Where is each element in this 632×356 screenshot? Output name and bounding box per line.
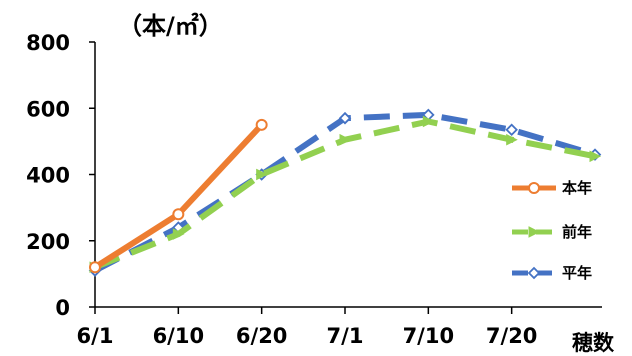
y-axis-ticks: 0 200 400 600 800 xyxy=(26,31,95,320)
data-point xyxy=(256,168,268,181)
data-point xyxy=(172,228,185,240)
x-tick-label: 6/10 xyxy=(153,324,205,348)
series-3 xyxy=(88,108,602,277)
x-axis-ticks: 6/1 6/10 6/20 7/1 7/10 7/20 xyxy=(77,307,538,348)
data-point xyxy=(505,123,518,137)
data-point xyxy=(589,150,602,163)
legend-marker xyxy=(528,182,540,194)
x-axis-label: 穂数 xyxy=(572,331,615,355)
y-tick-label: 800 xyxy=(26,31,70,55)
x-tick-label: 6/1 xyxy=(77,324,114,348)
y-axis-unit-label: （本/㎡） xyxy=(118,12,223,40)
data-point xyxy=(89,261,101,274)
x-tick-label: 7/10 xyxy=(403,324,455,348)
data-point xyxy=(338,111,352,125)
data-point xyxy=(339,133,352,146)
x-tick-label: 7/1 xyxy=(327,324,364,348)
y-tick-label: 0 xyxy=(55,296,70,320)
y-tick-label: 200 xyxy=(26,230,70,254)
legend-label: 平年 xyxy=(562,264,592,282)
data-point xyxy=(422,115,435,128)
y-tick-label: 600 xyxy=(26,97,70,121)
x-tick-label: 6/20 xyxy=(236,324,288,348)
data-point xyxy=(172,208,185,221)
legend-label: 前年 xyxy=(562,223,592,241)
series-layer xyxy=(88,108,602,277)
y-tick-label: 400 xyxy=(26,164,70,188)
data-point xyxy=(255,118,268,131)
legend-marker xyxy=(527,266,541,280)
legend-label: 本年 xyxy=(562,179,592,197)
x-tick-label: 7/20 xyxy=(486,324,538,348)
data-point xyxy=(506,133,518,146)
legend-marker xyxy=(528,226,541,238)
series-2 xyxy=(89,115,602,274)
series-1 xyxy=(89,118,268,274)
series-line xyxy=(93,118,596,271)
